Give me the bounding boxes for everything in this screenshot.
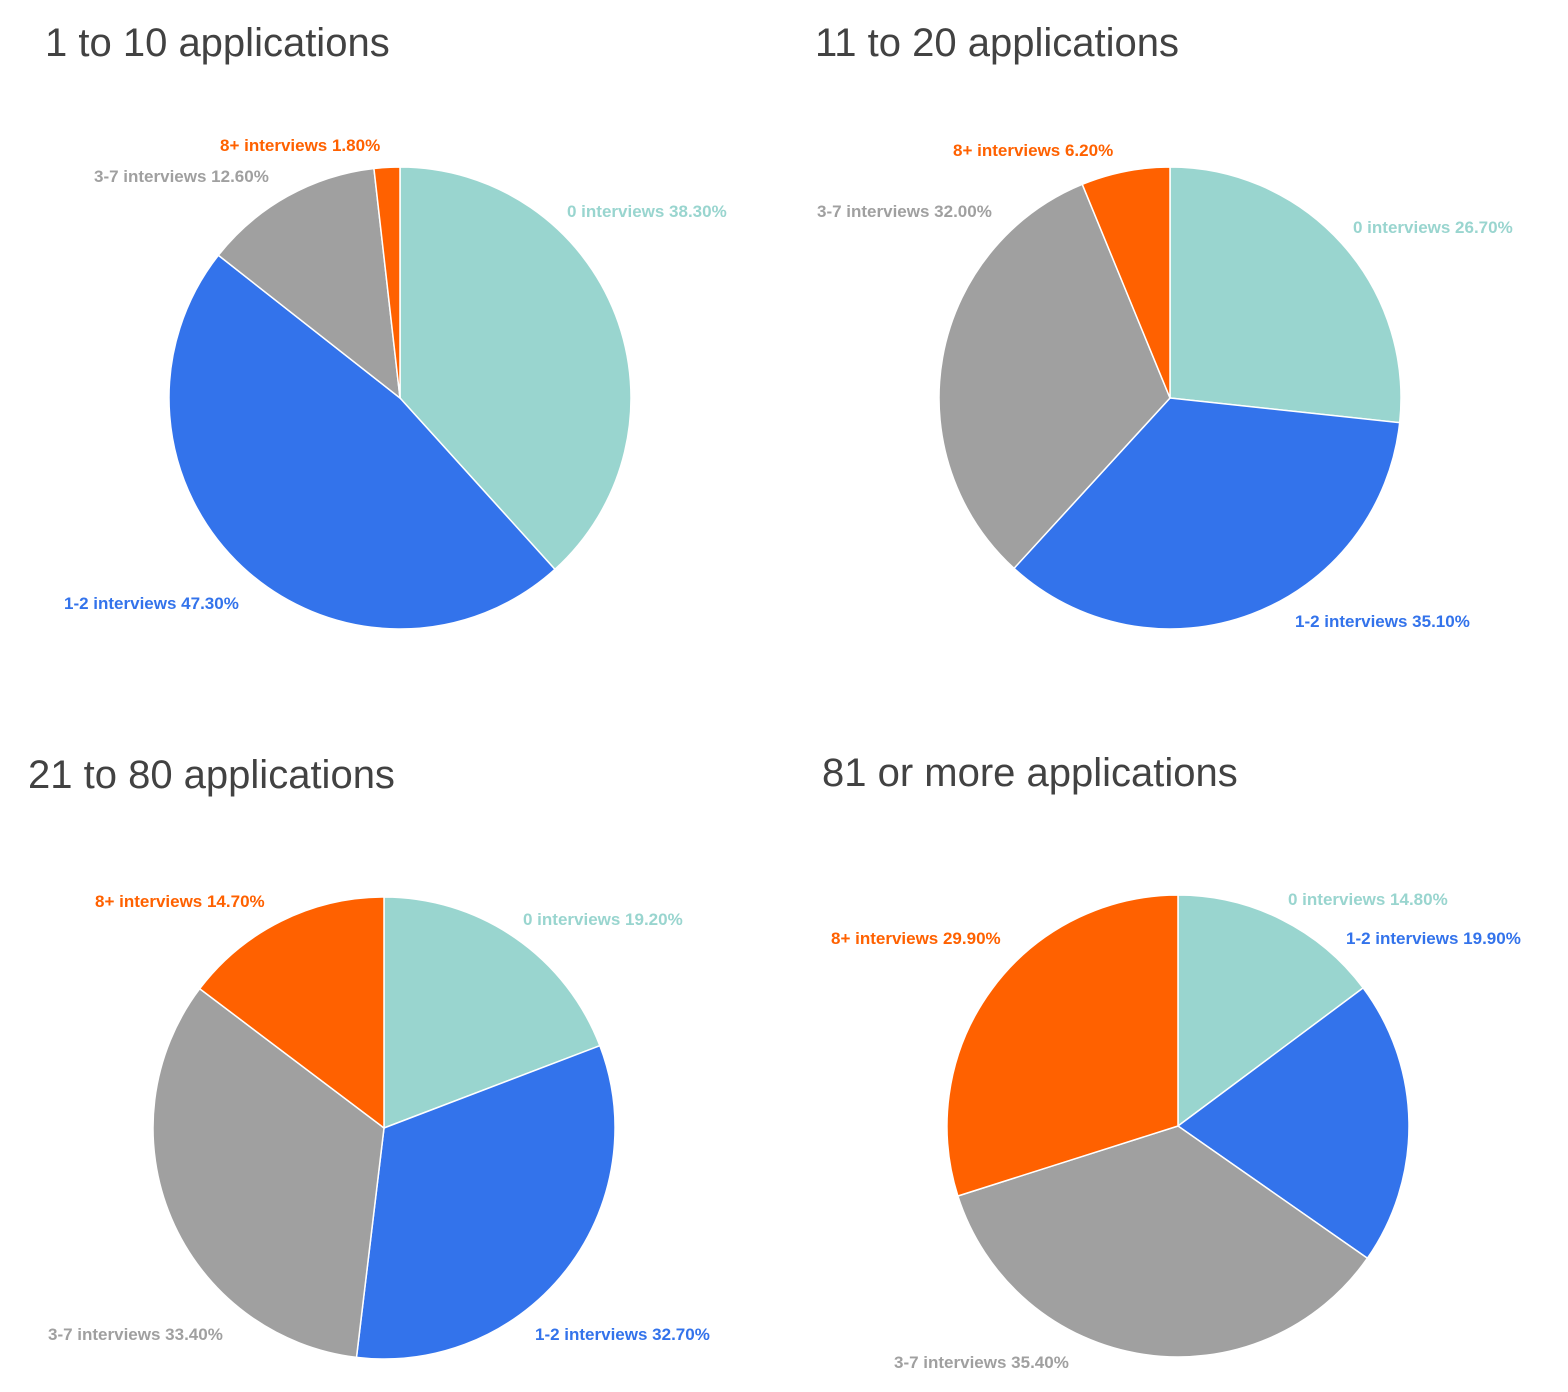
pie-slice-0-interviews xyxy=(1177,894,1365,1128)
slice-label: 3-7 interviews 35.40% xyxy=(894,1353,1069,1372)
slice-label: 8+ interviews 29.90% xyxy=(831,929,1001,948)
pie-slice-3-7-interviews xyxy=(938,183,1171,570)
pie-slice-3-7-interviews xyxy=(956,1125,1369,1358)
slice-label: 0 interviews 19.20% xyxy=(523,910,683,929)
slice-label: 8+ interviews 1.80% xyxy=(220,136,380,155)
slice-label: 8+ interviews 6.20% xyxy=(953,141,1113,160)
pie-slice-1-2-interviews xyxy=(1176,986,1410,1260)
pie-slice-8-interviews xyxy=(373,166,401,399)
slice-label: 0 interviews 26.70% xyxy=(1353,218,1513,237)
slice-label: 0 interviews 14.80% xyxy=(1288,890,1448,909)
slice-label: 1-2 interviews 32.70% xyxy=(535,1325,710,1344)
slice-label: 0 interviews 38.30% xyxy=(567,202,727,221)
pie-slice-0-interviews xyxy=(1169,166,1402,424)
chart-title: 11 to 20 applications xyxy=(815,21,1179,65)
slice-label: 3-7 interviews 33.40% xyxy=(48,1325,223,1344)
pie-slice-8-interviews xyxy=(1081,166,1171,399)
chart-title: 81 or more applications xyxy=(822,751,1238,795)
slice-label: 3-7 interviews 32.00% xyxy=(817,202,992,221)
chart-title: 1 to 10 applications xyxy=(45,21,390,65)
slice-label: 8+ interviews 14.70% xyxy=(95,892,265,911)
pie-slice-1-2-interviews xyxy=(168,254,556,630)
chart-title: 21 to 80 applications xyxy=(28,753,395,797)
pie-slice-0-interviews xyxy=(399,166,632,571)
pie-slice-1-2-interviews xyxy=(355,1044,616,1360)
pie-slice-3-7-interviews xyxy=(152,987,385,1359)
pie-slice-3-7-interviews xyxy=(217,167,401,400)
pie-slice-8-interviews xyxy=(198,896,385,1130)
slice-label: 1-2 interviews 47.30% xyxy=(64,594,239,613)
slice-label: 1-2 interviews 35.10% xyxy=(1295,612,1470,631)
slice-label: 3-7 interviews 12.60% xyxy=(94,167,269,186)
pie-slice-0-interviews xyxy=(383,896,601,1130)
pie-slice-1-2-interviews xyxy=(1012,397,1401,630)
pie-slice-8-interviews xyxy=(946,894,1179,1197)
slice-label: 1-2 interviews 19.90% xyxy=(1346,929,1521,948)
